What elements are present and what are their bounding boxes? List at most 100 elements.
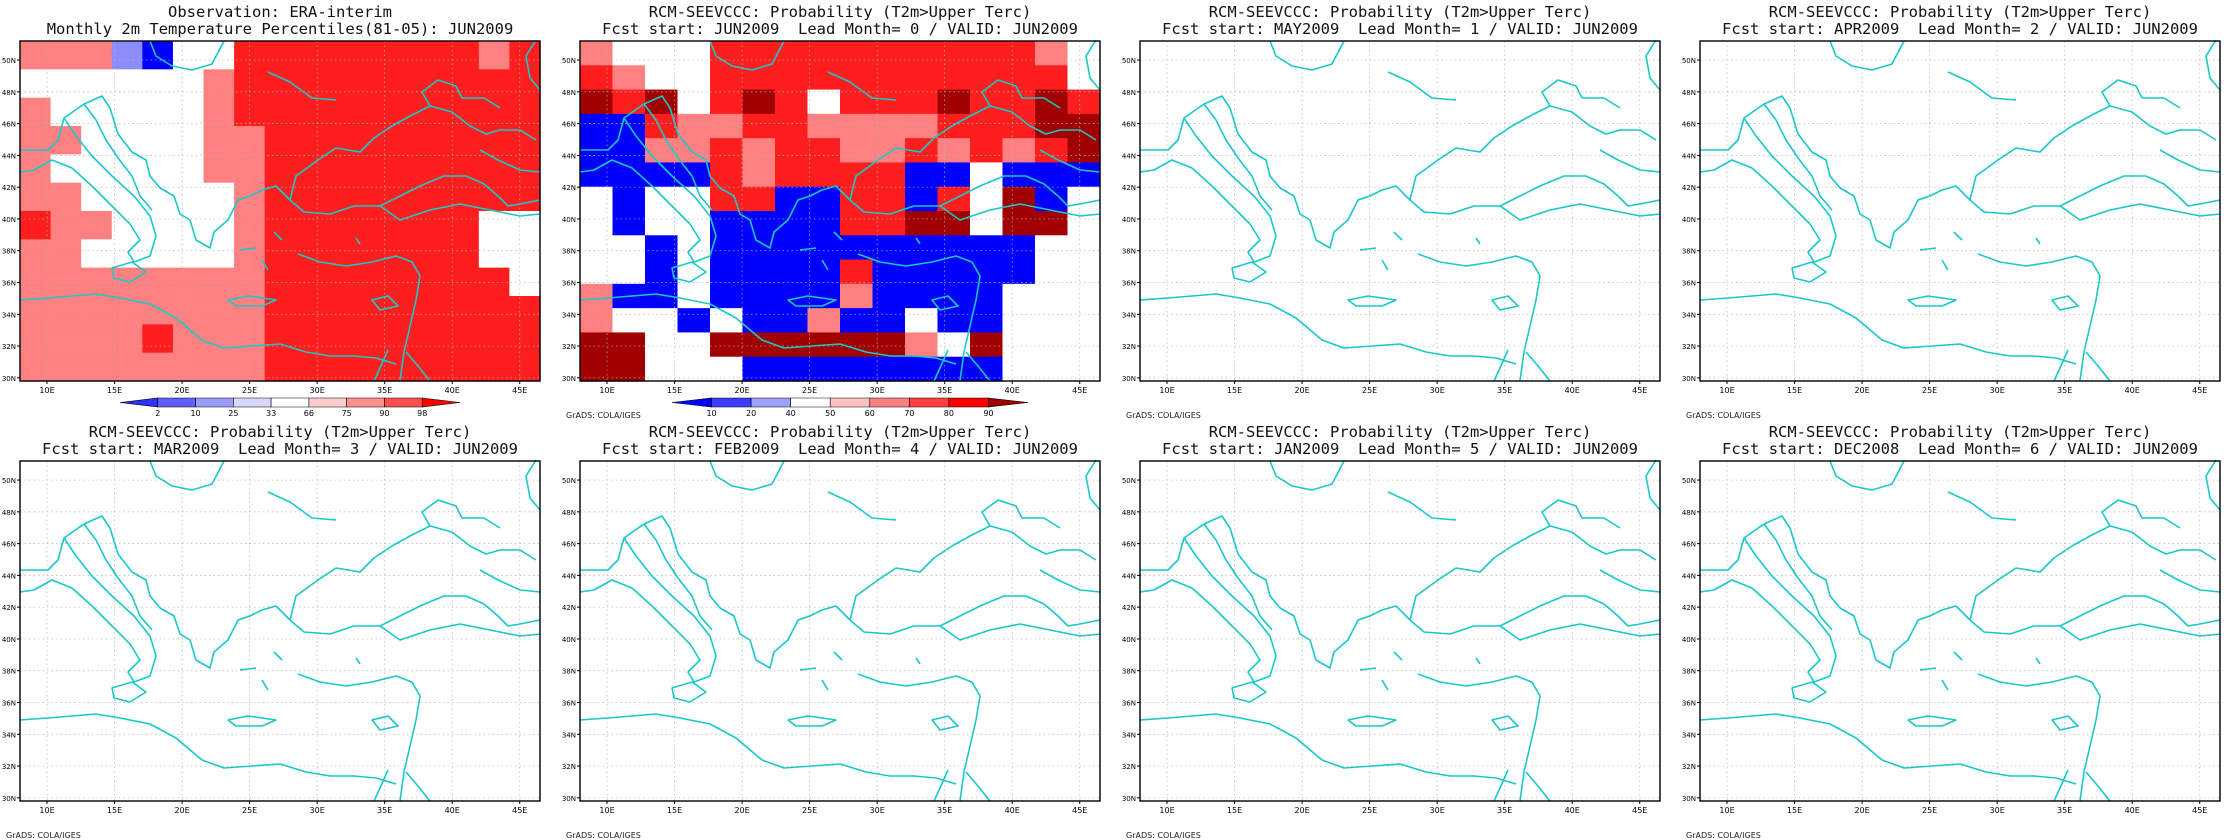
lat-tick-label: 44N: [1122, 572, 1136, 580]
coastline: [19, 537, 157, 683]
map-svg-6: 10E 15E 20E 25E 30E 35E 40E 45E 30N 32N 34N 36N 38N 4…: [1122, 459, 1661, 815]
grid-cell: [1002, 235, 1036, 261]
coastline: [2051, 295, 2079, 311]
colorbar-label: 75: [342, 409, 352, 418]
lat-tick-label: 44N: [2, 152, 16, 160]
lon-tick-label: 40E: [1565, 386, 1580, 395]
map-panel-0: 10E 15E 20E 25E 30E 35E 40E 45E 30N 32N 34N 36N 38N 4…: [0, 0, 560, 420]
coastline: [857, 253, 981, 382]
coastline: [827, 71, 897, 101]
grid-cell: [1067, 186, 1101, 212]
lon-tick-label: 45E: [2192, 806, 2207, 815]
grid-cell: [203, 324, 235, 354]
coastline: [580, 515, 1101, 669]
grid-cell: [775, 186, 809, 212]
grid-cell: [580, 211, 614, 236]
lat-tick-label: 40N: [562, 636, 576, 644]
map-panel-1: 10E 15E 20E 25E 30E 35E 40E 45E 30N 32N 34N 36N 38N 4…: [560, 0, 1120, 420]
coastline: [355, 657, 361, 665]
grid-cell: [1067, 138, 1101, 164]
grid-cell: [478, 352, 511, 382]
coastline: [1231, 681, 1267, 703]
grid-cell: [937, 138, 971, 164]
lon-tick-label: 10E: [1159, 386, 1174, 395]
grid-cell: [807, 41, 841, 66]
coastline: [1699, 537, 1837, 683]
grid-cell: [325, 267, 358, 297]
lat-tick-label: 44N: [562, 152, 576, 160]
coastline: [931, 295, 959, 311]
lat-tick-label: 34N: [2, 731, 16, 739]
grid-cell: [387, 267, 419, 297]
lat-tick-label: 30N: [1682, 795, 1696, 803]
grid-cell: [905, 113, 939, 139]
coastline: [981, 499, 1061, 529]
lat-tick-label: 32N: [2, 763, 16, 771]
grid-cell: [81, 41, 113, 70]
panel-title-line2: Fcst start: APR2009 Lead Month= 2 / VALI…: [1722, 20, 2198, 38]
grid-cell: [677, 113, 711, 139]
coastline: [579, 293, 957, 365]
lon-tick-label: 20E: [174, 386, 189, 395]
lat-tick-label: 38N: [1122, 668, 1136, 676]
grid-cell: [645, 65, 679, 91]
coastline: [1269, 460, 1345, 491]
coastline: [227, 651, 283, 727]
grid-cell: [1067, 113, 1101, 139]
grid-cell: [612, 41, 646, 66]
grid-cell: [81, 69, 113, 99]
lon-tick-label: 45E: [1072, 386, 1087, 395]
grid-cell: [50, 324, 82, 354]
grid-cell: [172, 352, 205, 382]
lon-tick-label: 15E: [667, 386, 682, 395]
grid-cell: [509, 41, 541, 70]
lon-tick-label: 25E: [242, 806, 257, 815]
lon-tick-label: 45E: [512, 806, 527, 815]
panel-title: Observation: ERA-interim Monthly 2m Tempe…: [0, 4, 560, 38]
lon-tick-label: 10E: [1719, 806, 1734, 815]
grid-cell: [81, 126, 113, 155]
grid-cell: [172, 211, 205, 240]
lon-tick-label: 35E: [2057, 386, 2072, 395]
coastline: [709, 40, 785, 71]
lat-tick-label: 30N: [562, 795, 576, 803]
grid-cell: [807, 162, 841, 188]
lat-tick-label: 32N: [1122, 763, 1136, 771]
colorbar-label: 66: [304, 409, 314, 418]
grid-cell: [775, 308, 809, 334]
coastline: [1139, 293, 1517, 365]
map-frame: [19, 460, 541, 802]
lon-tick-label: 40E: [445, 386, 460, 395]
coastline: [373, 769, 431, 802]
colorbar-segment: [711, 397, 752, 408]
grid-cell: [417, 296, 449, 325]
grid-cell: [840, 113, 874, 139]
lat-tick-label: 50N: [2, 57, 16, 65]
colorbar-label: 98: [417, 409, 427, 418]
grid-cell: [509, 154, 541, 184]
coastline: [931, 715, 959, 731]
lat-tick-label: 36N: [562, 279, 576, 287]
lat-tick-label: 42N: [562, 604, 576, 612]
grid-cell: [387, 126, 419, 155]
lat-tick-label: 32N: [1682, 343, 1696, 351]
grid-cell: [775, 89, 809, 115]
colorbar-segment: [829, 397, 871, 408]
lat-tick-label: 48N: [1682, 89, 1696, 97]
lat-tick-label: 30N: [1122, 375, 1136, 383]
grid-cell: [840, 259, 874, 285]
coastline: [1493, 349, 1551, 382]
lon-tick-label: 15E: [667, 806, 682, 815]
coastline: [2101, 79, 2181, 109]
lon-tick-label: 30E: [310, 806, 325, 815]
grid-cell: [905, 332, 939, 358]
lat-tick-label: 46N: [1122, 541, 1136, 549]
lat-tick-label: 30N: [562, 375, 576, 383]
coastline: [1699, 293, 2077, 365]
panel-title-line1: RCM-SEEVCCC: Probability (T2m>Upper Terc…: [1208, 423, 1592, 441]
grid-cell: [645, 308, 679, 334]
grid-cell: [142, 267, 174, 297]
coastline: [1907, 231, 1963, 307]
coastline: [2035, 237, 2041, 245]
lat-tick-label: 32N: [2, 343, 16, 351]
